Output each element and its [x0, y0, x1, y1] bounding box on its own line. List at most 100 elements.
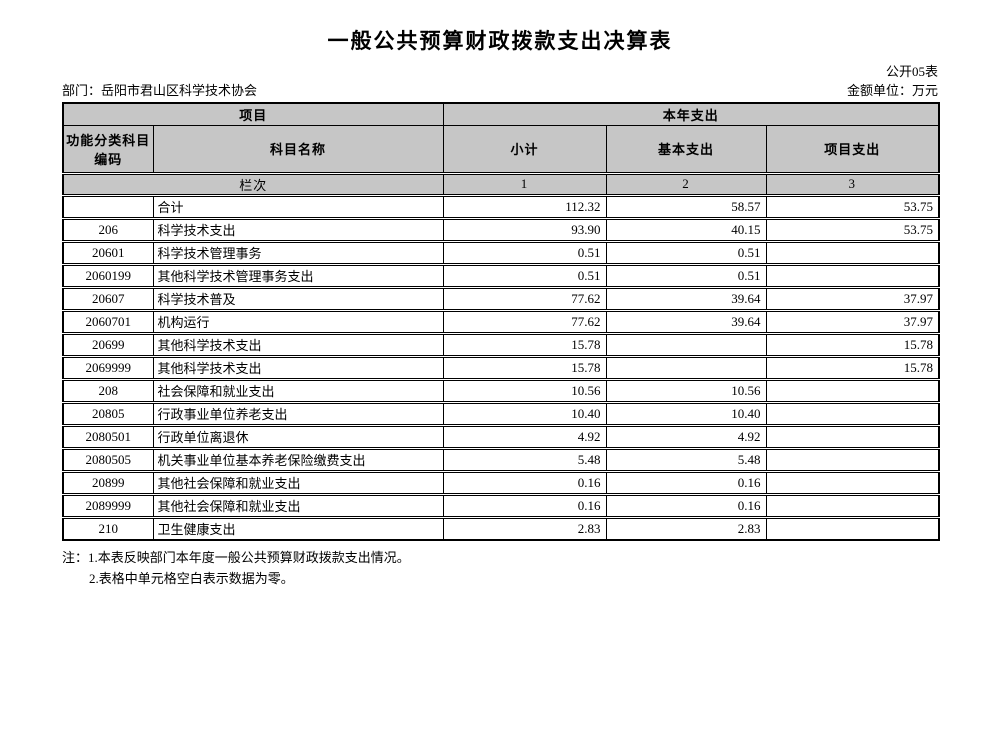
- table-row: 2089999 其他社会保障和就业支出 0.16 0.16: [63, 494, 940, 519]
- header-col-subject-name: 科目名称: [152, 125, 444, 175]
- cell-name: 行政单位离退休: [152, 425, 444, 450]
- table-row: 2060701 机构运行 77.62 39.64 37.97: [63, 310, 940, 335]
- header-col-basic-expenditure: 基本支出: [605, 125, 767, 175]
- cell-code: 2089999: [63, 494, 153, 519]
- cell-subtotal: 93.90: [442, 218, 607, 243]
- table-row: 206 科学技术支出 93.90 40.15 53.75: [63, 218, 940, 243]
- cell-project: [765, 494, 940, 519]
- cell-name: 科学技术管理事务: [152, 241, 444, 266]
- cell-code: [63, 195, 153, 220]
- cell-subtotal: 112.32: [442, 195, 607, 220]
- cell-project: [765, 471, 940, 496]
- cell-subtotal: 77.62: [442, 310, 607, 335]
- budget-table-header: 项目 本年支出 功能分类科目编码 科目名称 小计 基本支出 项目支出 栏次 1 …: [63, 103, 940, 197]
- table-row: 20699 其他科学技术支出 15.78 15.78: [63, 333, 940, 358]
- cell-basic: 0.16: [605, 494, 767, 519]
- cell-code: 2080505: [63, 448, 153, 473]
- cell-code: 2060199: [63, 264, 153, 289]
- cell-project: 37.97: [765, 287, 940, 312]
- table-row: 20805 行政事业单位养老支出 10.40 10.40: [63, 402, 940, 427]
- cell-name: 卫生健康支出: [152, 517, 444, 540]
- cell-basic: 0.51: [605, 241, 767, 266]
- cell-name: 其他科学技术支出: [152, 333, 444, 358]
- cell-subtotal: 2.83: [442, 517, 607, 540]
- cell-subtotal: 77.62: [442, 287, 607, 312]
- cell-project: 15.78: [765, 333, 940, 358]
- budget-table-body: 合计 112.32 58.57 53.75 206 科学技术支出 93.90 40.15 53.…: [63, 195, 940, 540]
- cell-name: 社会保障和就业支出: [152, 379, 444, 404]
- cell-code: 206: [63, 218, 153, 243]
- cell-code: 20805: [63, 402, 153, 427]
- cell-code: 20899: [63, 471, 153, 496]
- cell-subtotal: 10.56: [442, 379, 607, 404]
- cell-basic: [605, 333, 767, 358]
- cell-basic: 39.64: [605, 310, 767, 335]
- header-group-current-year-expenditure: 本年支出: [442, 103, 940, 126]
- cell-project: [765, 517, 940, 540]
- cell-basic: 0.51: [605, 264, 767, 289]
- cell-name: 机构运行: [152, 310, 444, 335]
- cell-code: 20607: [63, 287, 153, 312]
- table-row: 208 社会保障和就业支出 10.56 10.56: [63, 379, 940, 404]
- cell-name: 其他社会保障和就业支出: [152, 494, 444, 519]
- cell-code: 2069999: [63, 356, 153, 381]
- cell-basic: 2.83: [605, 517, 767, 540]
- cell-subtotal: 0.16: [442, 494, 607, 519]
- cell-basic: 10.40: [605, 402, 767, 427]
- cell-subtotal: 15.78: [442, 333, 607, 358]
- cell-name: 行政事业单位养老支出: [152, 402, 444, 427]
- cell-basic: 0.16: [605, 471, 767, 496]
- page-title: 一般公共预算财政拨款支出决算表: [327, 29, 673, 53]
- cell-name: 科学技术普及: [152, 287, 444, 312]
- lane-number-1: 1: [442, 173, 607, 197]
- cell-code: 2080501: [63, 425, 153, 450]
- table-row: 20899 其他社会保障和就业支出 0.16 0.16: [63, 471, 940, 496]
- form-code-label: 公开05表: [885, 64, 938, 79]
- header-columns-row: 功能分类科目编码 科目名称 小计 基本支出 项目支出: [63, 125, 940, 175]
- table-row: 20607 科学技术普及 77.62 39.64 37.97: [63, 287, 940, 312]
- cell-code: 210: [98, 520, 119, 536]
- table-row: 20601 科学技术管理事务 0.51 0.51: [63, 241, 940, 266]
- department-label: 部门：岳阳市君山区科学技术协会: [62, 83, 258, 98]
- cell-project: [765, 448, 940, 473]
- cell-name: 合计: [152, 195, 444, 220]
- table-row: 2080505 机关事业单位基本养老保险缴费支出 5.48 5.48: [63, 448, 940, 473]
- lane-number-2: 2: [605, 173, 767, 197]
- cell-subtotal: 0.51: [442, 241, 607, 266]
- unit-label: 金额单位：万元: [846, 83, 938, 98]
- cell-subtotal: 10.40: [442, 402, 607, 427]
- cell-code: 2060701: [63, 310, 153, 335]
- cell-project: [765, 402, 940, 427]
- cell-subtotal: 4.92: [442, 425, 607, 450]
- header-lane-row: 栏次 1 2 3: [63, 173, 940, 197]
- meta-row: 部门：岳阳市君山区科学技术协会 金额单位：万元: [62, 83, 938, 99]
- lane-number-3: 3: [765, 173, 940, 197]
- cell-basic: 39.64: [605, 287, 767, 312]
- cell-name: 其他社会保障和就业支出: [152, 471, 444, 496]
- note-line-2: 2.表格中单元格空白表示数据为零。: [89, 571, 294, 586]
- table-row: 合计 112.32 58.57 53.75: [63, 195, 940, 220]
- notes-section: 注：1.本表反映部门本年度一般公共预算财政拨款支出情况。 2.表格中单元格空白表…: [62, 547, 938, 589]
- document-page: 一般公共预算财政拨款支出决算表 公开05表 部门：岳阳市君山区科学技术协会 金额…: [0, 28, 1000, 589]
- cell-name: 机关事业单位基本养老保险缴费支出: [152, 448, 444, 473]
- cell-project: 15.78: [765, 356, 940, 381]
- cell-basic: 10.56: [605, 379, 767, 404]
- table-row: 210 卫生健康支出 2.83 2.83: [63, 517, 940, 540]
- cell-code: 208: [63, 379, 153, 404]
- cell-project: [765, 379, 940, 404]
- cell-basic: 5.48: [605, 448, 767, 473]
- cell-name: 科学技术支出: [152, 218, 444, 243]
- cell-name: 其他科学技术管理事务支出: [152, 264, 444, 289]
- note-line-1: 注：1.本表反映部门本年度一般公共预算财政拨款支出情况。: [62, 550, 410, 565]
- lane-label: 栏次: [63, 173, 444, 197]
- header-group-row: 项目 本年支出: [63, 103, 940, 126]
- table-row: 2060199 其他科学技术管理事务支出 0.51 0.51: [63, 264, 940, 289]
- header-col-subtotal: 小计: [442, 125, 607, 175]
- cell-project: [765, 425, 940, 450]
- cell-code: 20601: [63, 241, 153, 266]
- cell-code: 20699: [63, 333, 153, 358]
- header-group-project: 项目: [63, 103, 444, 126]
- cell-basic: 40.15: [605, 218, 767, 243]
- cell-subtotal: 15.78: [442, 356, 607, 381]
- cell-subtotal: 0.51: [442, 264, 607, 289]
